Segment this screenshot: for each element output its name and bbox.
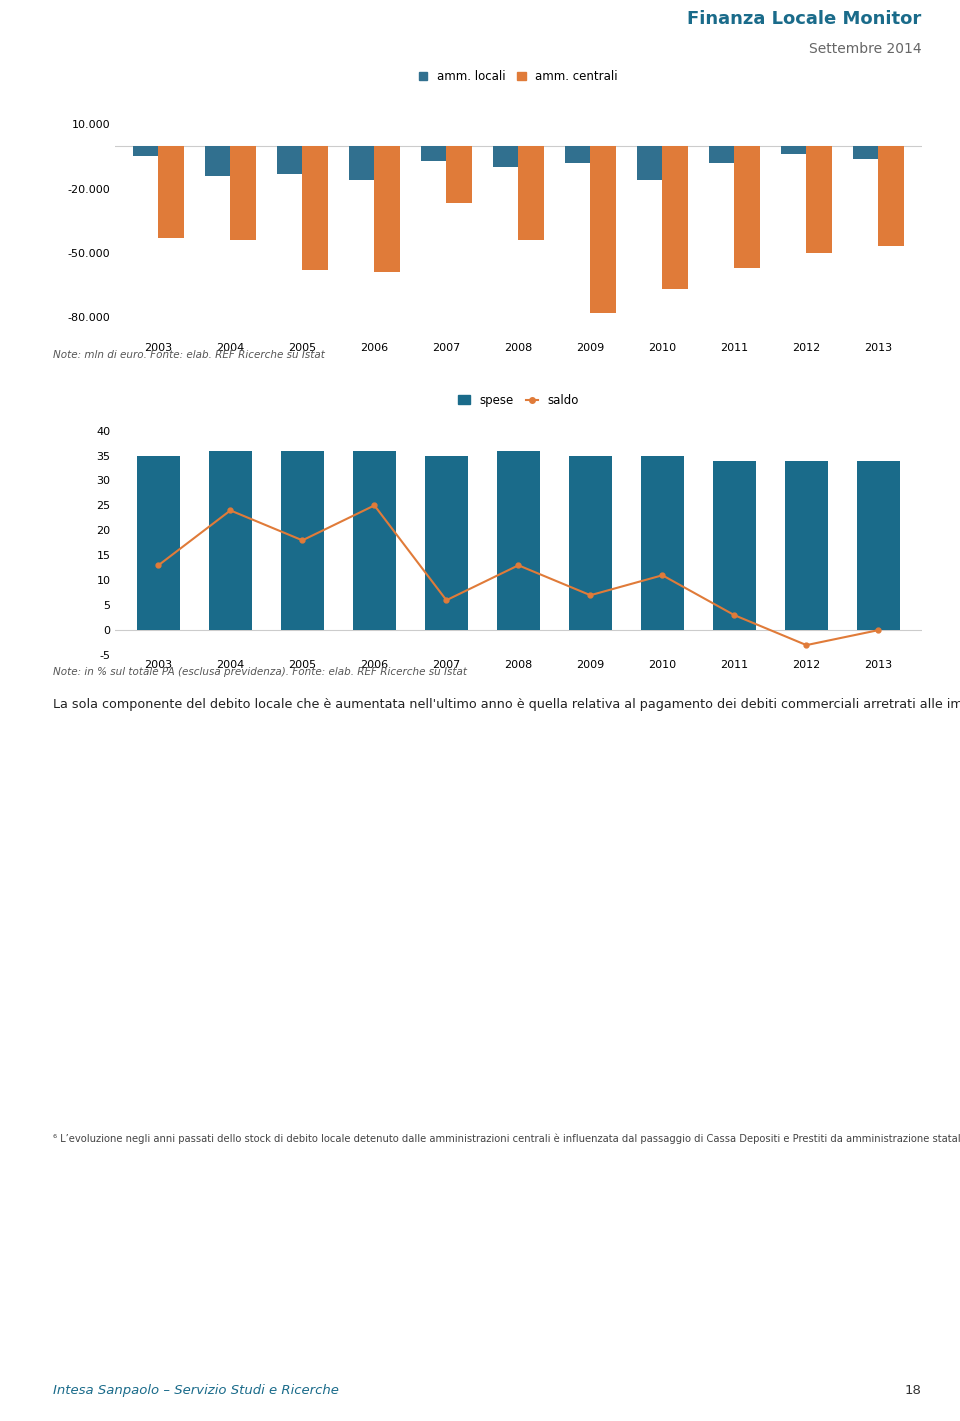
Bar bbox=[230, 146, 255, 240]
Text: Indebitamento netto delle amministrazioni pubbliche: Indebitamento netto delle amministrazion… bbox=[60, 80, 392, 94]
Bar bbox=[349, 146, 374, 180]
Text: La sola componente del debito locale che è aumentata nell'ultimo anno è quella r: La sola componente del debito locale che… bbox=[53, 698, 960, 710]
Text: Note: in % sul totale PA (esclusa previdenza). Fonte: elab. REF Ricerche su Ista: Note: in % sul totale PA (esclusa previd… bbox=[53, 666, 467, 676]
Bar bbox=[853, 146, 878, 159]
Text: ⁶ L’evoluzione negli anni passati dello stock di debito locale detenuto dalle am: ⁶ L’evoluzione negli anni passati dello … bbox=[53, 1134, 960, 1144]
Bar bbox=[205, 146, 230, 176]
Legend: spese, saldo: spese, saldo bbox=[459, 394, 578, 406]
Bar bbox=[352, 450, 396, 630]
Bar bbox=[518, 146, 543, 240]
Bar bbox=[712, 460, 756, 630]
Bar bbox=[493, 146, 518, 168]
Text: Settembre 2014: Settembre 2014 bbox=[809, 43, 922, 55]
Legend: amm. locali, amm. centrali: amm. locali, amm. centrali bbox=[420, 70, 617, 84]
Bar bbox=[781, 146, 806, 155]
Bar bbox=[280, 450, 324, 630]
Text: Peso delle Amministrazioni locali sulla PA: incidenza di spese e saldo sul total: Peso delle Amministrazioni locali sulla … bbox=[60, 387, 552, 401]
Bar bbox=[784, 460, 828, 630]
Text: Intesa Sanpaolo – Servizio Studi e Ricerche: Intesa Sanpaolo – Servizio Studi e Ricer… bbox=[53, 1384, 339, 1397]
Bar bbox=[424, 456, 468, 630]
Bar bbox=[496, 450, 540, 630]
Text: 18: 18 bbox=[904, 1384, 922, 1397]
Bar bbox=[641, 456, 684, 630]
Bar bbox=[277, 146, 302, 173]
Bar bbox=[637, 146, 662, 180]
Bar bbox=[208, 450, 252, 630]
Bar bbox=[856, 460, 900, 630]
Bar bbox=[133, 146, 158, 156]
Text: Finanza Locale Monitor: Finanza Locale Monitor bbox=[687, 10, 922, 28]
Bar bbox=[806, 146, 831, 253]
Bar bbox=[446, 146, 471, 203]
Bar bbox=[568, 456, 612, 630]
Bar bbox=[374, 146, 399, 271]
Bar bbox=[709, 146, 734, 163]
Bar bbox=[158, 146, 183, 237]
Bar bbox=[565, 146, 590, 163]
Bar bbox=[421, 146, 446, 161]
Bar bbox=[734, 146, 759, 267]
Bar bbox=[302, 146, 327, 270]
Bar bbox=[590, 146, 615, 313]
Bar bbox=[662, 146, 687, 288]
Bar bbox=[878, 146, 903, 246]
Bar bbox=[136, 456, 180, 630]
Text: Note: mln di euro. Fonte: elab. REF Ricerche su Istat: Note: mln di euro. Fonte: elab. REF Rice… bbox=[53, 350, 324, 360]
